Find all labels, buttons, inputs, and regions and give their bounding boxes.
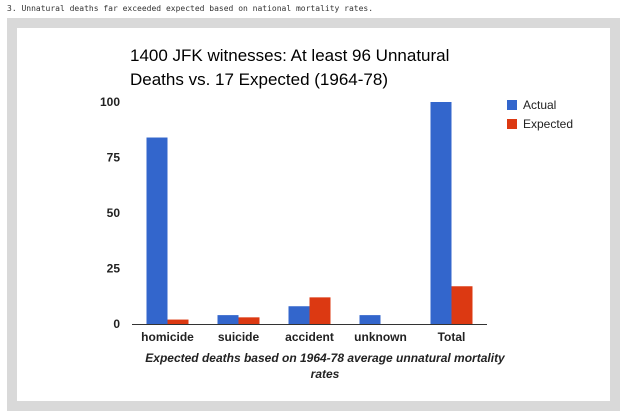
bar-expected-homicide — [167, 319, 189, 324]
bar-expected-total — [451, 286, 473, 324]
bar-expected-suicide — [238, 317, 260, 324]
chart-title-line: Deaths vs. 17 Expected (1964-78) — [130, 70, 388, 89]
chart-panel: 1400 JFK witnesses: At least 96 Unnatura… — [17, 28, 610, 401]
legend-swatch-expected — [507, 119, 517, 129]
x-tick-label: Total — [438, 330, 466, 344]
bar-actual-unknown — [359, 315, 381, 324]
x-axis-title-line: rates — [311, 367, 340, 381]
legend-label-expected: Expected — [523, 117, 573, 131]
x-tick-label: suicide — [218, 330, 260, 344]
bar-actual-total — [430, 102, 452, 324]
bar-actual-accident — [288, 306, 310, 324]
y-tick-label: 75 — [107, 151, 121, 165]
y-tick-label: 100 — [100, 95, 120, 109]
bar-actual-homicide — [146, 137, 168, 324]
y-tick-label: 0 — [113, 317, 120, 331]
x-tick-label: homicide — [141, 330, 194, 344]
bar-expected-accident — [309, 297, 331, 324]
page-caption: 3. Unnatural deaths far exceeded expecte… — [7, 4, 374, 13]
bar-chart: 1400 JFK witnesses: At least 96 Unnatura… — [100, 46, 573, 381]
x-tick-label: unknown — [354, 330, 407, 344]
bar-actual-suicide — [217, 315, 239, 324]
x-axis-title-line: Expected deaths based on 1964-78 average… — [145, 351, 506, 365]
legend-label-actual: Actual — [523, 98, 556, 112]
chart-frame: 1400 JFK witnesses: At least 96 Unnatura… — [7, 18, 620, 411]
legend-swatch-actual — [507, 100, 517, 110]
y-tick-label: 50 — [107, 206, 121, 220]
y-tick-label: 25 — [107, 262, 121, 276]
chart-title-line: 1400 JFK witnesses: At least 96 Unnatura… — [130, 46, 449, 65]
x-tick-label: accident — [285, 330, 334, 344]
